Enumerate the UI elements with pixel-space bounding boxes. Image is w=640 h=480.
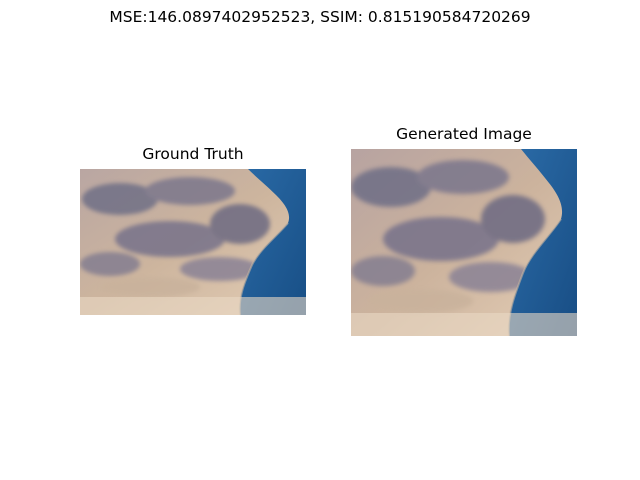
ground-truth-image <box>80 169 306 315</box>
generated-image <box>351 149 577 336</box>
figure-suptitle: MSE:146.0897402952523, SSIM: 0.815190584… <box>109 8 531 26</box>
satellite-coastline-image <box>351 149 577 336</box>
satellite-coastline-image <box>80 169 306 315</box>
generated-image-title: Generated Image <box>396 125 532 143</box>
ground-truth-title: Ground Truth <box>142 145 244 163</box>
